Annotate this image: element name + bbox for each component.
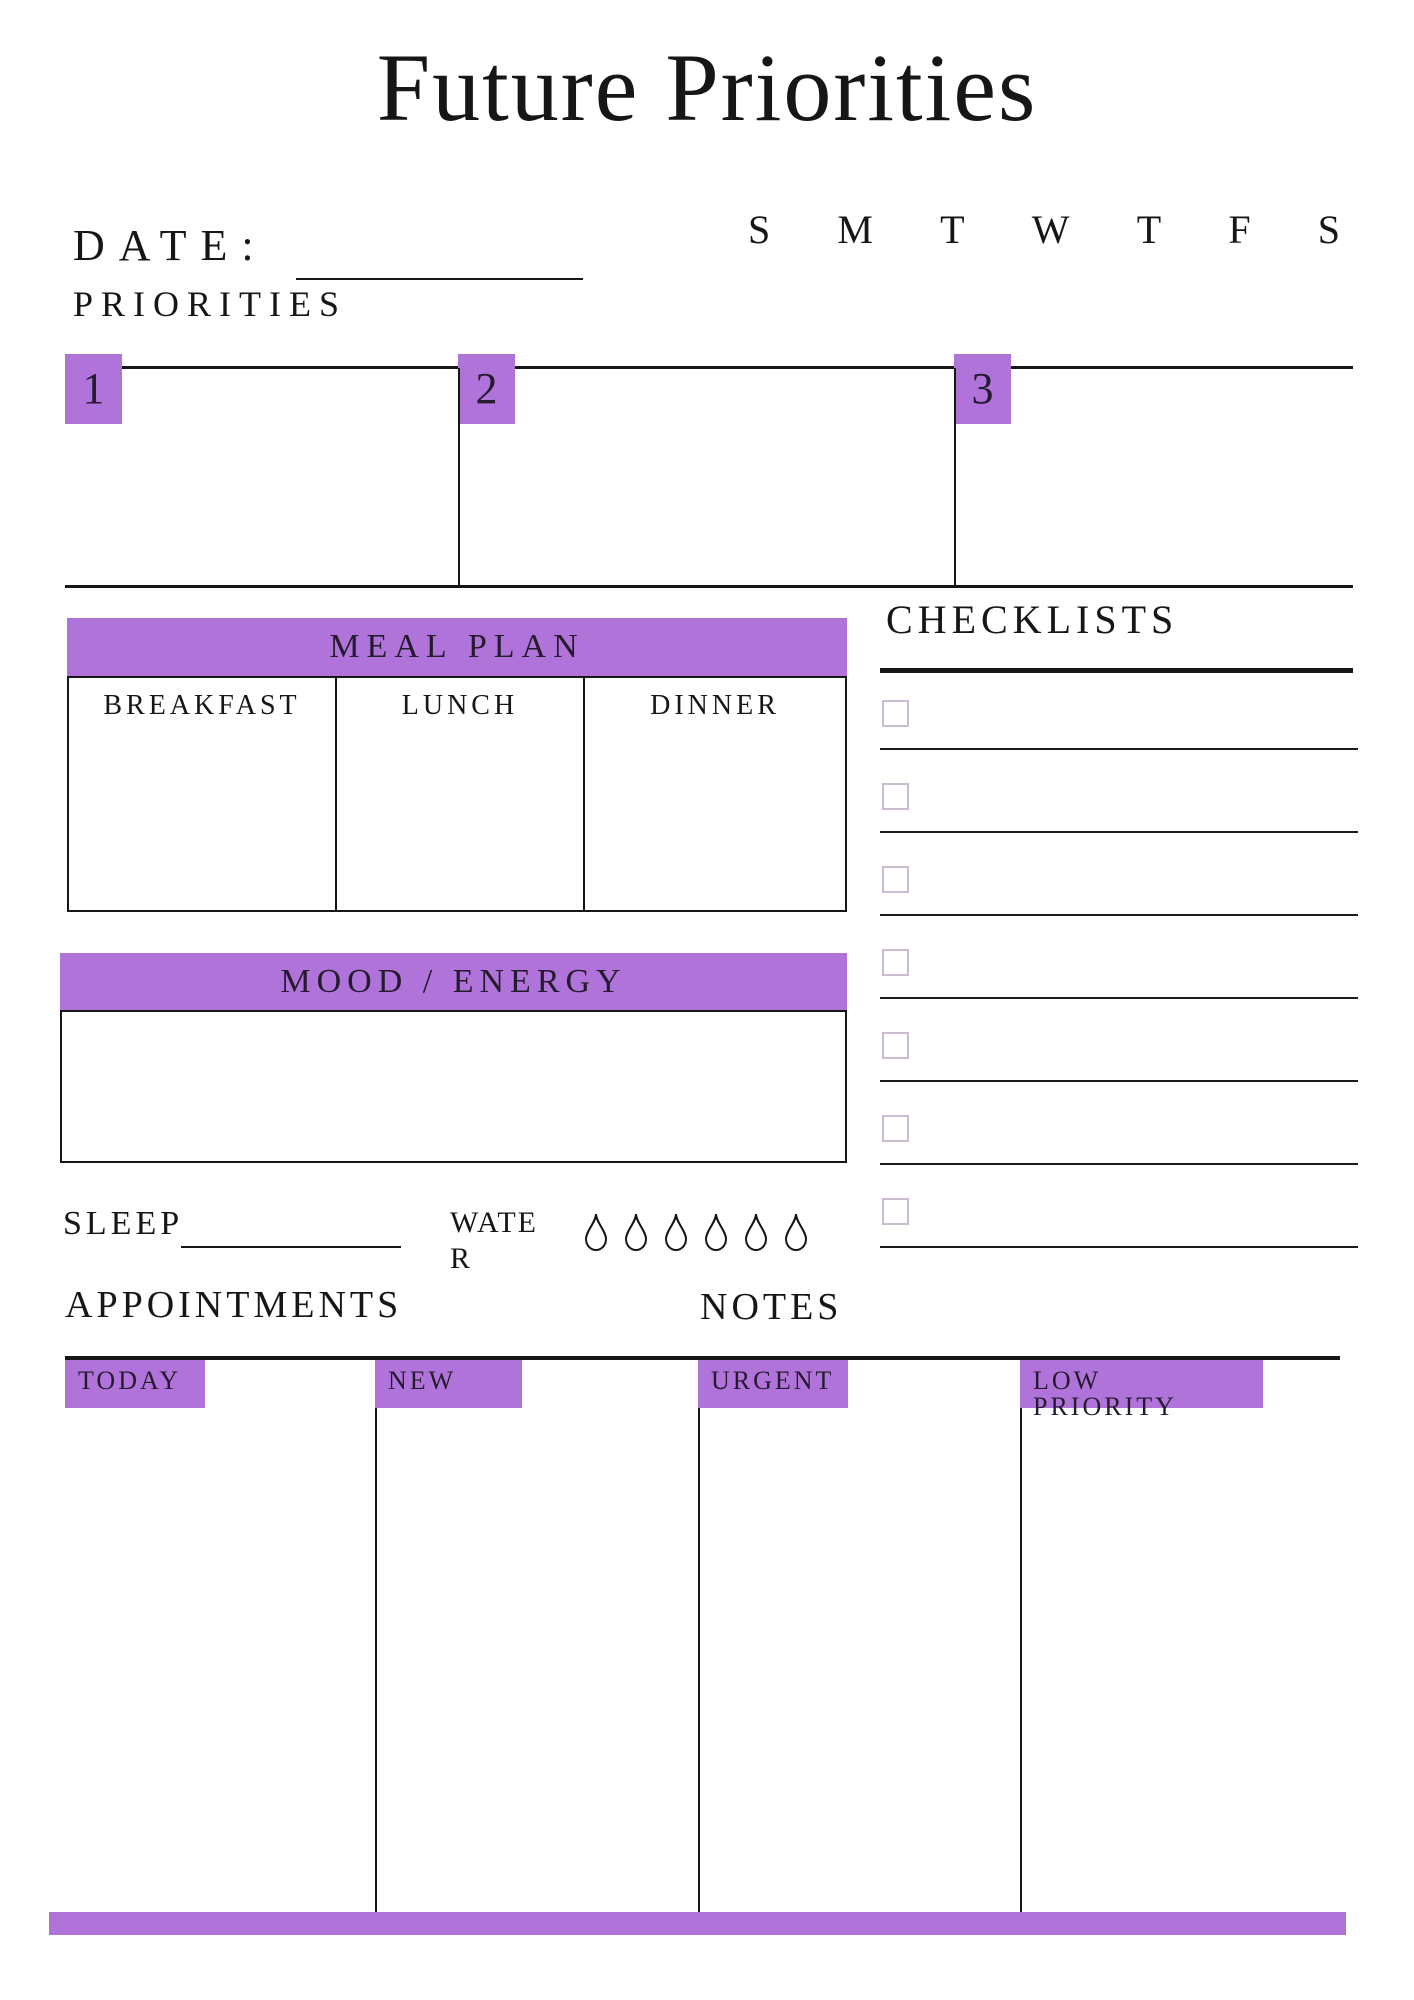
checklist-checkbox[interactable] — [882, 1115, 909, 1142]
priorities-divider — [954, 368, 956, 585]
task-column-tag: URGENT — [698, 1360, 848, 1408]
checklist-checkbox[interactable] — [882, 866, 909, 893]
weekday-letter[interactable]: S — [748, 207, 771, 252]
checklist-checkbox[interactable] — [882, 783, 909, 810]
task-column-label: NEW — [388, 1366, 457, 1395]
task-column-tag: NEW — [375, 1360, 522, 1408]
date-label: DATE: — [73, 221, 268, 270]
meal-plan-table: BREAKFAST LUNCH DINNER — [67, 676, 847, 912]
mood-energy-header: MOOD / ENERGY — [60, 953, 847, 1010]
sleep-fill-in-line[interactable] — [181, 1246, 401, 1248]
task-column-divider — [1020, 1358, 1022, 1912]
checklist-fill-in-line[interactable] — [880, 1246, 1358, 1248]
task-column-area[interactable] — [65, 1360, 375, 1912]
page-title: Future Priorities — [376, 34, 1038, 141]
water-droplet-icon[interactable] — [583, 1212, 609, 1252]
priorities-heading: PRIORITIES — [73, 284, 348, 324]
weekday-letter[interactable]: W — [1031, 207, 1070, 252]
task-columns-top-line — [65, 1356, 1340, 1360]
checklist-fill-in-line[interactable] — [880, 1163, 1358, 1165]
sleep-label: SLEEP — [63, 1205, 184, 1242]
bottom-accent-bar — [49, 1912, 1346, 1935]
notes-heading: NOTES — [700, 1286, 843, 1328]
checklist-fill-in-line[interactable] — [880, 914, 1358, 916]
checklist-checkbox[interactable] — [882, 1198, 909, 1225]
weekday-letter[interactable]: F — [1228, 207, 1251, 252]
weekday-letter[interactable]: T — [940, 207, 965, 252]
task-column-area[interactable] — [375, 1360, 698, 1912]
task-column-tag: TODAY — [65, 1360, 205, 1408]
water-droplet-icon[interactable] — [623, 1212, 649, 1252]
weekday-letter[interactable]: S — [1317, 207, 1340, 252]
priority-number-box: 3 — [954, 354, 1011, 424]
water-droplet-icon[interactable] — [743, 1212, 769, 1252]
appointments-heading: APPOINTMENTS — [65, 1284, 403, 1326]
priority-cell[interactable] — [458, 369, 952, 583]
checklist-fill-in-line[interactable] — [880, 997, 1358, 999]
water-label: WATER — [450, 1206, 538, 1275]
water-droplet-icon[interactable] — [663, 1212, 689, 1252]
meal-column-label: BREAKFAST — [103, 690, 301, 721]
checklists-heading: CHECKLISTS — [886, 597, 1179, 642]
task-column-label: URGENT — [711, 1366, 835, 1395]
task-column-divider — [698, 1358, 700, 1912]
checklist-checkbox[interactable] — [882, 700, 909, 727]
priorities-bottom-line — [65, 585, 1353, 588]
water-droplet-icon[interactable] — [783, 1212, 809, 1252]
task-column-label: TODAY — [78, 1366, 182, 1395]
weekday-letter[interactable]: M — [837, 207, 873, 252]
mood-energy-box[interactable] — [60, 1010, 847, 1163]
checklists-header-line — [880, 668, 1353, 673]
priority-number-box: 2 — [458, 354, 515, 424]
priority-number-box: 1 — [65, 354, 122, 424]
checklist-fill-in-line[interactable] — [880, 1080, 1358, 1082]
meal-column-dinner[interactable]: DINNER — [583, 678, 845, 910]
task-column-divider — [375, 1358, 377, 1912]
task-column-area[interactable] — [698, 1360, 1020, 1912]
task-column-tag: LOW PRIORITY — [1020, 1360, 1263, 1420]
date-fill-in-line[interactable] — [296, 278, 583, 280]
priority-cell[interactable] — [954, 369, 1353, 583]
meal-column-lunch[interactable]: LUNCH — [335, 678, 583, 910]
checklist-fill-in-line[interactable] — [880, 831, 1358, 833]
meal-column-breakfast[interactable]: BREAKFAST — [69, 678, 335, 910]
meal-column-label: DINNER — [650, 690, 780, 721]
meal-column-label: LUNCH — [401, 690, 519, 721]
priorities-top-line — [65, 366, 1353, 369]
water-droplet-icon[interactable] — [703, 1212, 729, 1252]
checklist-fill-in-line[interactable] — [880, 748, 1358, 750]
weekday-letter[interactable]: T — [1136, 207, 1162, 252]
priorities-divider — [458, 368, 460, 585]
task-column-area[interactable] — [1020, 1360, 1340, 1912]
checklist-checkbox[interactable] — [882, 1032, 909, 1059]
priority-cell[interactable] — [65, 369, 456, 583]
checklist-checkbox[interactable] — [882, 949, 909, 976]
meal-plan-header: MEAL PLAN — [67, 618, 847, 676]
task-column-label: LOW PRIORITY — [1033, 1366, 1177, 1421]
